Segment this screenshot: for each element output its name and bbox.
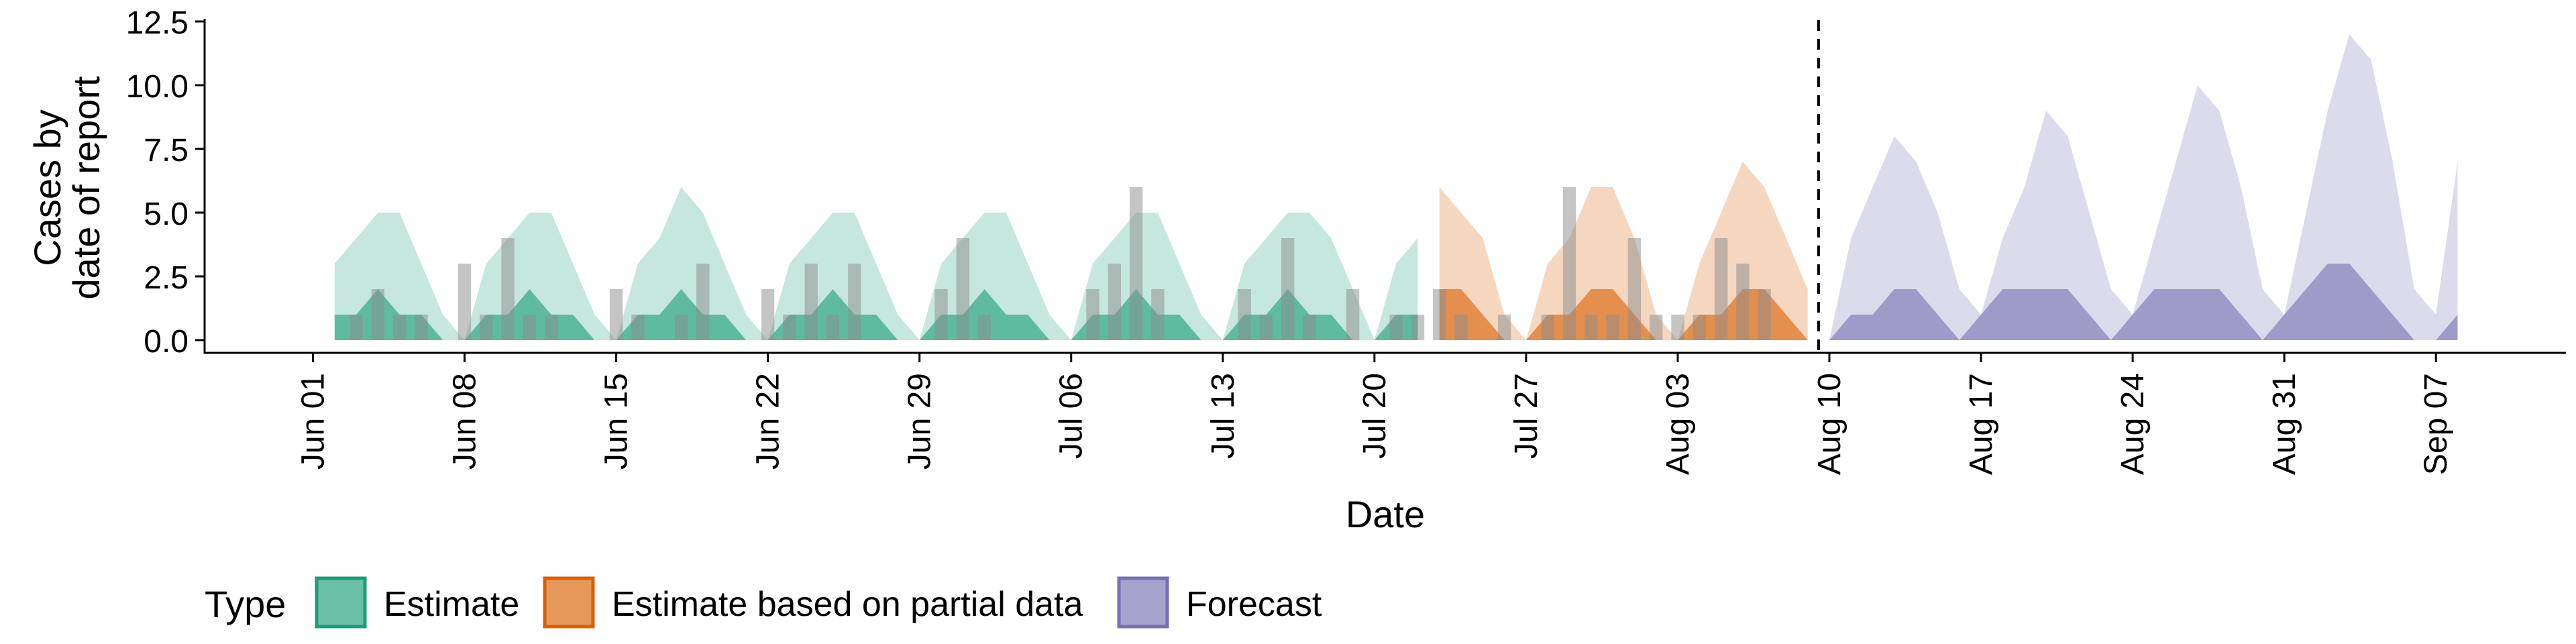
reported-case-bar-32 [1433, 289, 1446, 340]
reported-case-bar-26 [1259, 315, 1273, 340]
reported-case-bar-2 [393, 315, 407, 340]
reported-case-bar-28 [1303, 315, 1316, 340]
x-tick-label: Jun 29 [902, 373, 938, 470]
reported-case-bar-17 [848, 264, 861, 340]
reported-case-bar-7 [523, 315, 537, 340]
reported-case-bar-22 [1108, 264, 1121, 340]
reported-case-bar-10 [631, 315, 645, 340]
x-axis-ticks: Jun 01 Jun 08 Jun 15 Jun 22 Jun 29 Jul 06 Jul … [295, 353, 2454, 475]
reported-case-bar-30 [1389, 315, 1403, 340]
reported-case-bar-15 [804, 264, 818, 340]
reported-case-bar-0 [350, 315, 363, 340]
reported-case-bar-8 [545, 315, 558, 340]
x-tick-label: Aug 10 [1812, 373, 1847, 475]
y-tick-label: 2.5 [144, 260, 189, 296]
reported-case-bar-25 [1238, 289, 1251, 340]
y-axis-label-line-2: date of report [65, 76, 107, 300]
legend-label-2: Forecast [1186, 585, 1322, 624]
reported-case-bar-37 [1585, 315, 1598, 340]
x-tick-label: Aug 17 [1964, 373, 1999, 475]
x-tick-label: Jun 15 [599, 373, 635, 470]
reported-case-bar-29 [1346, 289, 1360, 340]
legend-key-0 [315, 576, 367, 629]
reported-case-bar-12 [696, 264, 710, 340]
reported-case-bar-5 [480, 315, 493, 340]
x-tick-label: Jun 22 [751, 373, 786, 470]
reported-case-bar-33 [1454, 315, 1468, 340]
reported-case-bar-31 [1411, 315, 1425, 340]
reported-case-bar-24 [1151, 289, 1165, 340]
x-tick-label: Jul 13 [1205, 373, 1241, 459]
reported-case-bar-27 [1281, 238, 1295, 340]
y-axis-ticks: 0.0 2.5 5.0 7.5 10.0 12.5 [126, 5, 205, 360]
reported-case-bar-41 [1671, 315, 1684, 340]
y-tick-label: 5.0 [144, 197, 189, 232]
y-tick-label: 12.5 [126, 5, 189, 41]
reported-case-bar-4 [458, 264, 472, 340]
x-tick-label: Jun 08 [447, 373, 483, 470]
y-tick-label: 10.0 [126, 69, 189, 105]
legend-title: Type [205, 583, 286, 625]
reported-case-bar-39 [1627, 238, 1642, 340]
reported-case-bar-43 [1714, 238, 1728, 340]
reported-case-bars [350, 187, 1771, 340]
series-0-inner-band [334, 289, 1418, 340]
legend-label-1: Estimate based on partial data [612, 585, 1083, 624]
reported-case-bar-19 [956, 238, 969, 340]
reported-case-bar-40 [1650, 315, 1663, 340]
reported-case-bar-20 [977, 315, 991, 340]
reported-case-bar-3 [415, 315, 428, 340]
reported-case-bar-14 [783, 315, 796, 340]
reported-case-bar-16 [826, 315, 840, 340]
reported-case-bar-21 [1086, 289, 1099, 340]
reported-case-bar-18 [934, 289, 948, 340]
reported-case-bar-6 [501, 238, 515, 340]
reported-case-bar-44 [1736, 264, 1750, 340]
x-tick-label: Jul 20 [1357, 373, 1393, 459]
legend-key-2 [1117, 576, 1169, 629]
y-tick-label: 7.5 [144, 133, 189, 168]
x-tick-label: Aug 24 [2115, 373, 2151, 475]
y-axis-label-line-1: Cases by [26, 109, 68, 266]
reported-case-bar-23 [1129, 187, 1143, 340]
series-2-inner-band [1829, 264, 2458, 340]
reported-case-bar-1 [371, 289, 385, 340]
legend: Type Estimate Estimate based on partial d… [205, 576, 1322, 629]
reported-case-bar-45 [1758, 289, 1771, 340]
series-2-outer-band [1829, 34, 2458, 340]
legend-label-0: Estimate [384, 585, 519, 624]
reported-case-bar-36 [1562, 187, 1576, 340]
x-tick-label: Jun 01 [295, 373, 331, 470]
x-tick-label: Jul 06 [1054, 373, 1089, 459]
x-tick-label: Aug 03 [1660, 373, 1696, 475]
reported-case-bar-42 [1693, 315, 1706, 340]
reported-case-bar-13 [761, 289, 775, 340]
reported-case-bar-34 [1497, 315, 1511, 340]
legend-key-1 [543, 576, 595, 629]
reported-case-bar-9 [609, 289, 623, 340]
y-tick-label: 0.0 [144, 324, 189, 360]
plot-area [334, 34, 2458, 340]
reported-case-bar-38 [1606, 315, 1619, 340]
x-tick-label: Jul 27 [1509, 373, 1544, 459]
reported-case-bar-11 [674, 315, 688, 340]
reported-case-bar-35 [1541, 315, 1554, 340]
x-tick-label: Sep 07 [2418, 373, 2454, 475]
x-axis-label: Date [1346, 493, 1425, 535]
x-tick-label: Aug 31 [2267, 373, 2302, 475]
axes: 0.02.55.07.510.012.5 Jun 01 Jun 08 Jun 15 J… [126, 5, 2566, 475]
